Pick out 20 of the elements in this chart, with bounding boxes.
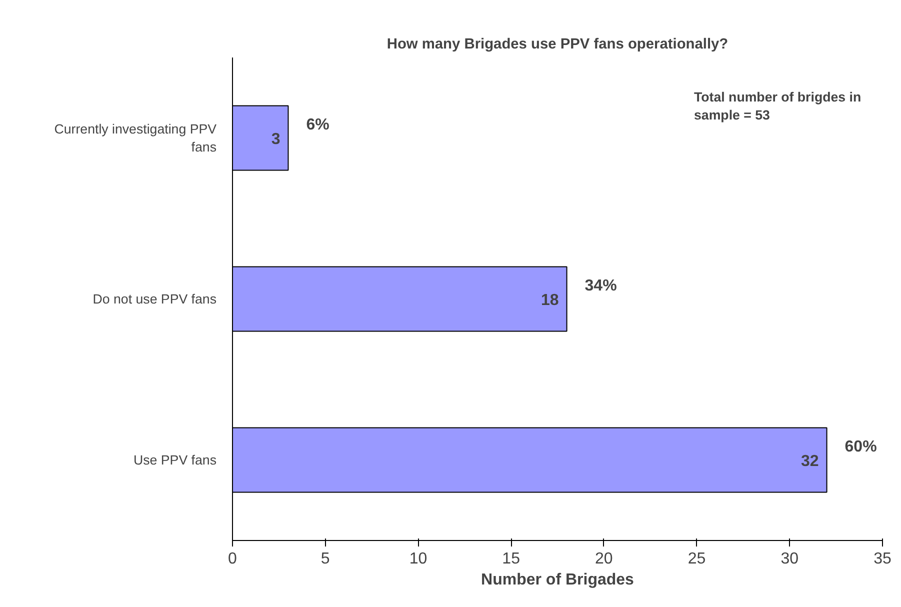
x-tick-label: 25: [688, 550, 706, 568]
annotation: 60%: [844, 438, 877, 456]
annotation: 6%: [306, 116, 330, 134]
x-tick-label: 35: [874, 550, 892, 568]
y-tick-label: Currently investigating PPV fans: [54, 122, 217, 154]
x-tick-label: 5: [320, 550, 330, 568]
x-tick-label: 20: [595, 550, 613, 568]
data-label: 32: [800, 453, 819, 470]
x-axis-title: Number of Brigades: [481, 572, 634, 588]
x-tick-label: 30: [780, 550, 799, 568]
chart-title: How many Brigades use PPV fans operationally?: [386, 36, 728, 52]
data-label: 18: [540, 292, 559, 309]
y-tick-label: Use PPV fans: [134, 452, 217, 468]
x-tick-label: 10: [409, 550, 428, 568]
x-tick-label: 15: [502, 550, 520, 568]
annotation: Total number of brigdes in sample = 53: [694, 89, 862, 122]
data-label: 3: [271, 131, 280, 148]
y-tick-label: Do not use PPV fans: [92, 292, 217, 306]
annotation: 34%: [584, 278, 617, 295]
x-tick-label: 0: [228, 550, 238, 568]
